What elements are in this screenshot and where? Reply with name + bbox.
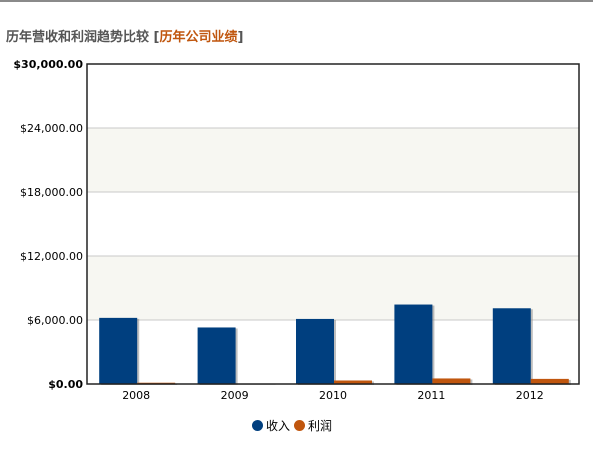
bar-profit[interactable] — [530, 378, 569, 384]
top-divider — [0, 0, 593, 2]
legend: 收入 利润 — [252, 417, 336, 434]
legend-profit-dot — [294, 420, 306, 431]
bar-profit[interactable] — [432, 378, 471, 384]
y-tick-label: $24,000.00 — [20, 122, 83, 135]
y-tick-label: $0.00 — [48, 378, 83, 391]
plot-frame — [86, 63, 580, 385]
company-performance-link[interactable]: 历年公司业绩 — [159, 30, 238, 45]
chart-header: 历年营收和利润趋势比较 [历年公司业绩] — [6, 26, 243, 45]
legend-revenue-label: 收入 — [266, 419, 291, 433]
y-axis-ticks: $0.00 $6,000.00 $12,000.00 $18,000.00 $24,00… — [13, 58, 83, 391]
bracket-open: [ — [153, 30, 160, 45]
x-tick-label: 2011 — [417, 389, 445, 402]
x-tick-label: 2012 — [516, 389, 544, 402]
plot-band — [87, 64, 579, 128]
bar-profit[interactable] — [334, 380, 372, 384]
y-tick-label: $30,000.00 — [13, 58, 83, 71]
bar-revenue[interactable] — [394, 304, 433, 384]
legend-profit-label: 利润 — [308, 419, 333, 433]
plot-bands — [87, 64, 579, 384]
bar-revenue[interactable] — [492, 308, 531, 384]
plot-band — [87, 192, 579, 256]
bar-revenue[interactable] — [99, 317, 138, 384]
bar-series — [99, 304, 571, 385]
legend-item-revenue[interactable]: 收入 — [252, 417, 290, 434]
plot-band — [87, 128, 579, 192]
chart-header-title: 历年营收和利润趋势比较 — [6, 30, 150, 45]
y-tick-label: $18,000.00 — [20, 186, 83, 199]
revenue-profit-chart: $0.00 $6,000.00 $12,000.00 $18,000.00 $24,00… — [13, 58, 580, 402]
x-tick-label: 2010 — [319, 389, 347, 402]
bar-revenue[interactable] — [197, 327, 236, 384]
bar-revenue[interactable] — [296, 318, 334, 384]
bracket-close: ] — [237, 30, 244, 45]
x-tick-label: 2009 — [221, 389, 249, 402]
legend-revenue-dot — [252, 420, 263, 431]
legend-item-profit[interactable]: 利润 — [294, 417, 332, 434]
x-tick-label: 2008 — [122, 389, 150, 402]
x-axis-ticks: 2008 2009 2010 2011 2012 — [122, 389, 544, 402]
y-tick-label: $12,000.00 — [20, 250, 83, 263]
y-tick-label: $6,000.00 — [27, 314, 83, 327]
